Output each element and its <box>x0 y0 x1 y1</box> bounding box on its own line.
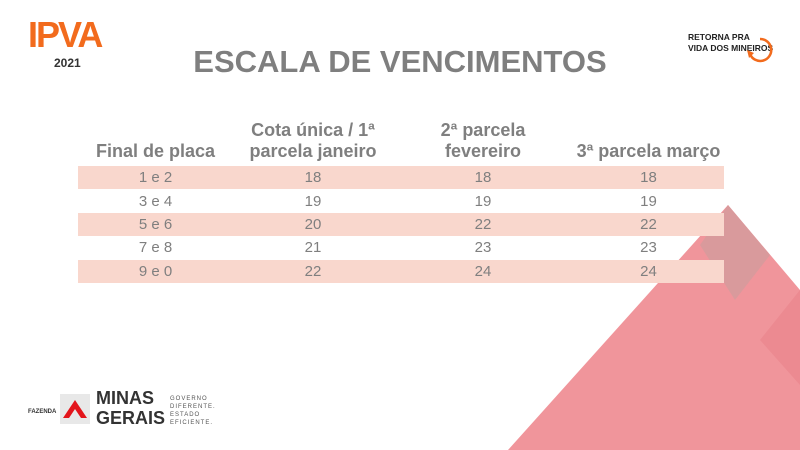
page-title: ESCALA DE VENCIMENTOS <box>193 44 607 79</box>
table-cell: 19 <box>304 192 322 210</box>
header-3a-parcela: 3ª parcela março <box>576 141 721 161</box>
table-cell: 23 <box>640 239 657 257</box>
table-row: 5 e 6 20 22 22 <box>78 212 724 237</box>
header-2a-parcela: 2ª parcela fevereiro <box>440 120 526 161</box>
table-cell: 18 <box>553 166 724 190</box>
table-row: 7 e 8 21 23 23 <box>78 236 724 259</box>
table-row: 3 e 4 19 19 19 <box>78 189 724 212</box>
table-cell: 22 <box>553 212 724 237</box>
table-cell: 23 <box>474 239 492 257</box>
table-row: 1 e 2 18 18 18 <box>78 166 724 190</box>
table-cell: 21 <box>304 239 322 257</box>
table-cell: 9 e 0 <box>78 259 233 283</box>
table-cell: 19 <box>640 192 657 210</box>
table-cell: 18 <box>233 166 393 190</box>
table-cell: 22 <box>233 259 393 283</box>
table-cell: 5 e 6 <box>78 212 233 237</box>
circular-arrow-icon <box>747 37 773 63</box>
due-dates-table: Final de placa Cota única / 1ª parcela j… <box>78 120 724 283</box>
table-cell: 24 <box>393 259 553 283</box>
table-cell: 24 <box>553 259 724 283</box>
table-cell: 7 e 8 <box>138 239 173 257</box>
table-cell: 18 <box>393 166 553 190</box>
table-header-row: Final de placa Cota única / 1ª parcela j… <box>78 120 724 166</box>
table-row: 9 e 0 22 24 24 <box>78 259 724 283</box>
table-cell: 22 <box>393 212 553 237</box>
table-cell: 19 <box>474 192 492 210</box>
ipva-2021-logo: IPVA 2021 <box>28 14 103 71</box>
table-cell: 20 <box>233 212 393 237</box>
fazenda-label: FAZENDA <box>28 409 57 415</box>
table-cell: 1 e 2 <box>78 166 233 190</box>
header-cota-unica: Cota única / 1ª parcela janeiro <box>249 120 377 161</box>
minas-gerais-logo: MINAS GERAIS <box>96 388 166 428</box>
government-tagline: GOVERNO DIFERENTE. ESTADO EFICIENTE. <box>170 396 216 426</box>
table-cell: 3 e 4 <box>138 192 173 210</box>
minas-gerais-emblem <box>60 394 90 424</box>
campaign-logo: RETORNA PRA VIDA DOS MINEIROS <box>688 32 774 53</box>
header-final-placa: Final de placa <box>95 141 216 161</box>
